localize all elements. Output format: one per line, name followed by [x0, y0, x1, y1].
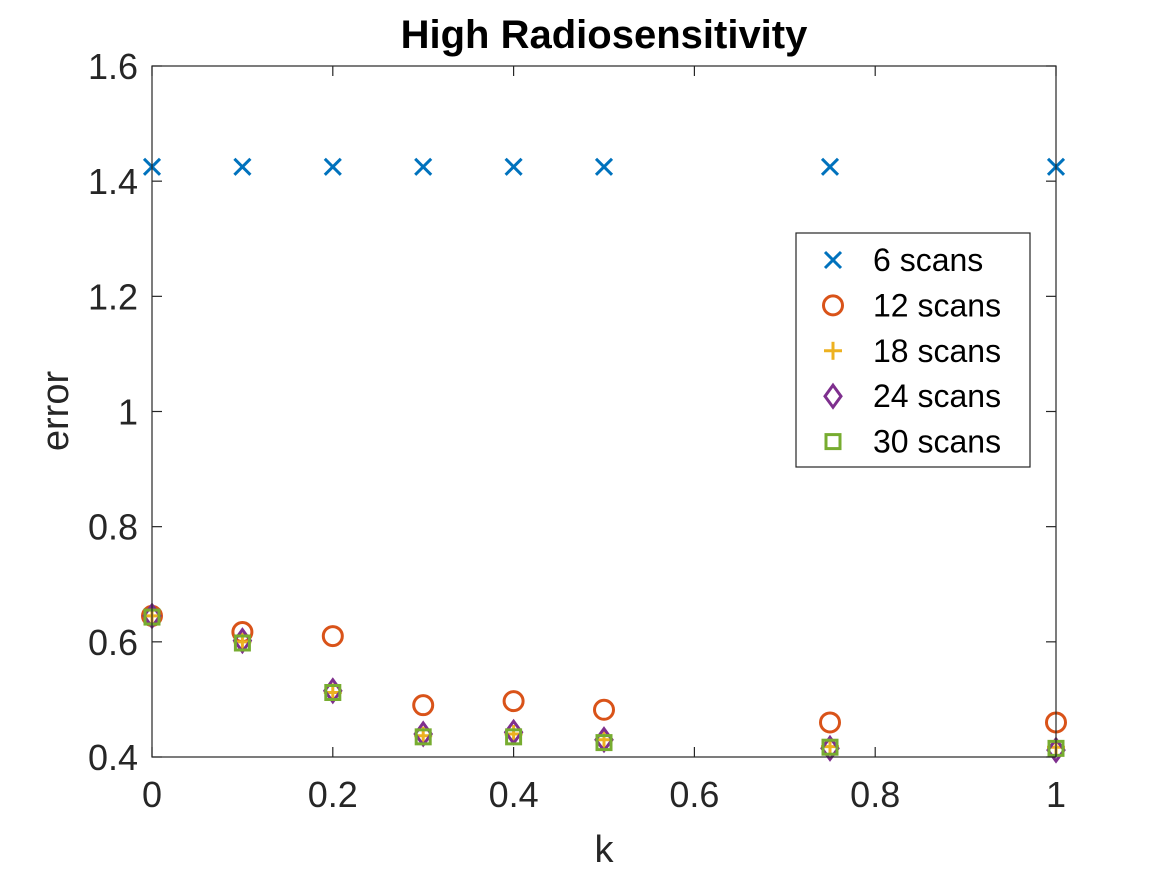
y-tick-label-4: 1.2: [88, 276, 138, 317]
point-12-scans-3: [412, 694, 435, 717]
legend-marker-24-scans: [823, 382, 843, 410]
x-tick-label-3: 0.6: [669, 774, 719, 815]
legend-label-6-scans: 6 scans: [873, 242, 983, 278]
axis-ticks: 0 0.2 0.4 0.6 0.8 1 0.4 0.6 0.8 1 1.2 1.4 1.6: [88, 46, 1066, 815]
point-12-scans-2: [321, 625, 344, 648]
point-6-scans-4: [504, 157, 523, 176]
point-24-scans-6: [820, 734, 840, 762]
point-30-scans-2: [324, 684, 342, 702]
x-tick-label-1: 0.2: [308, 774, 358, 815]
point-6-scans-5: [594, 157, 614, 176]
point-6-scans-1: [233, 157, 252, 176]
x-tick-label-2: 0.4: [489, 774, 539, 815]
point-12-scans-6: [819, 711, 841, 734]
chart-title: High Radiosensitivity: [401, 13, 808, 57]
legend-marker-12-scans: [822, 294, 844, 317]
x-axis-label: k: [595, 829, 615, 871]
x-tick-label-0: 0: [142, 774, 162, 815]
point-24-scans-2: [322, 677, 343, 705]
legend-item-12-scans: 12 scans: [822, 287, 1001, 323]
point-12-scans-5: [593, 698, 615, 721]
legend-item-6-scans: 6 scans: [823, 242, 983, 278]
y-tick-label-2: 0.8: [88, 507, 138, 548]
legend-item-24-scans: 24 scans: [823, 378, 1001, 414]
y-tick-label-5: 1.4: [88, 161, 138, 202]
legend-label-18-scans: 18 scans: [873, 333, 1001, 369]
legend-marker-30-scans: [824, 433, 842, 451]
point-30-scans-5: [595, 734, 613, 752]
y-tick-label-1: 0.6: [88, 622, 138, 663]
point-6-scans-3: [414, 157, 433, 176]
legend-label-30-scans: 30 scans: [873, 424, 1001, 460]
point-6-scans-6: [820, 157, 840, 176]
point-12-scans-4: [502, 690, 525, 713]
point-30-scans-6: [821, 738, 839, 756]
data-marks: [141, 157, 1067, 764]
legend: 6 scans 12 scans 18 scans 24 scans 30 scans: [795, 232, 1031, 468]
x-tick-label-4: 0.8: [850, 774, 900, 815]
point-24-scans-7: [1046, 736, 1066, 764]
point-6-scans-2: [323, 157, 342, 176]
y-axis-label: error: [35, 371, 77, 452]
legend-marker-18-scans: [824, 341, 842, 360]
legend-label-24-scans: 24 scans: [873, 378, 1001, 414]
point-30-scans-1: [233, 634, 251, 652]
x-tick-label-5: 1: [1046, 774, 1066, 815]
point-30-scans-3: [414, 728, 432, 746]
legend-marker-6-scans: [823, 250, 843, 270]
y-tick-label-0: 0.4: [88, 737, 138, 778]
legend-item-18-scans: 18 scans: [824, 333, 1001, 369]
legend-label-12-scans: 12 scans: [873, 287, 1001, 323]
y-tick-label-3: 1: [118, 392, 138, 433]
legend-item-30-scans: 30 scans: [824, 424, 1001, 460]
point-30-scans-4: [505, 728, 523, 746]
y-tick-label-6: 1.6: [88, 46, 138, 87]
